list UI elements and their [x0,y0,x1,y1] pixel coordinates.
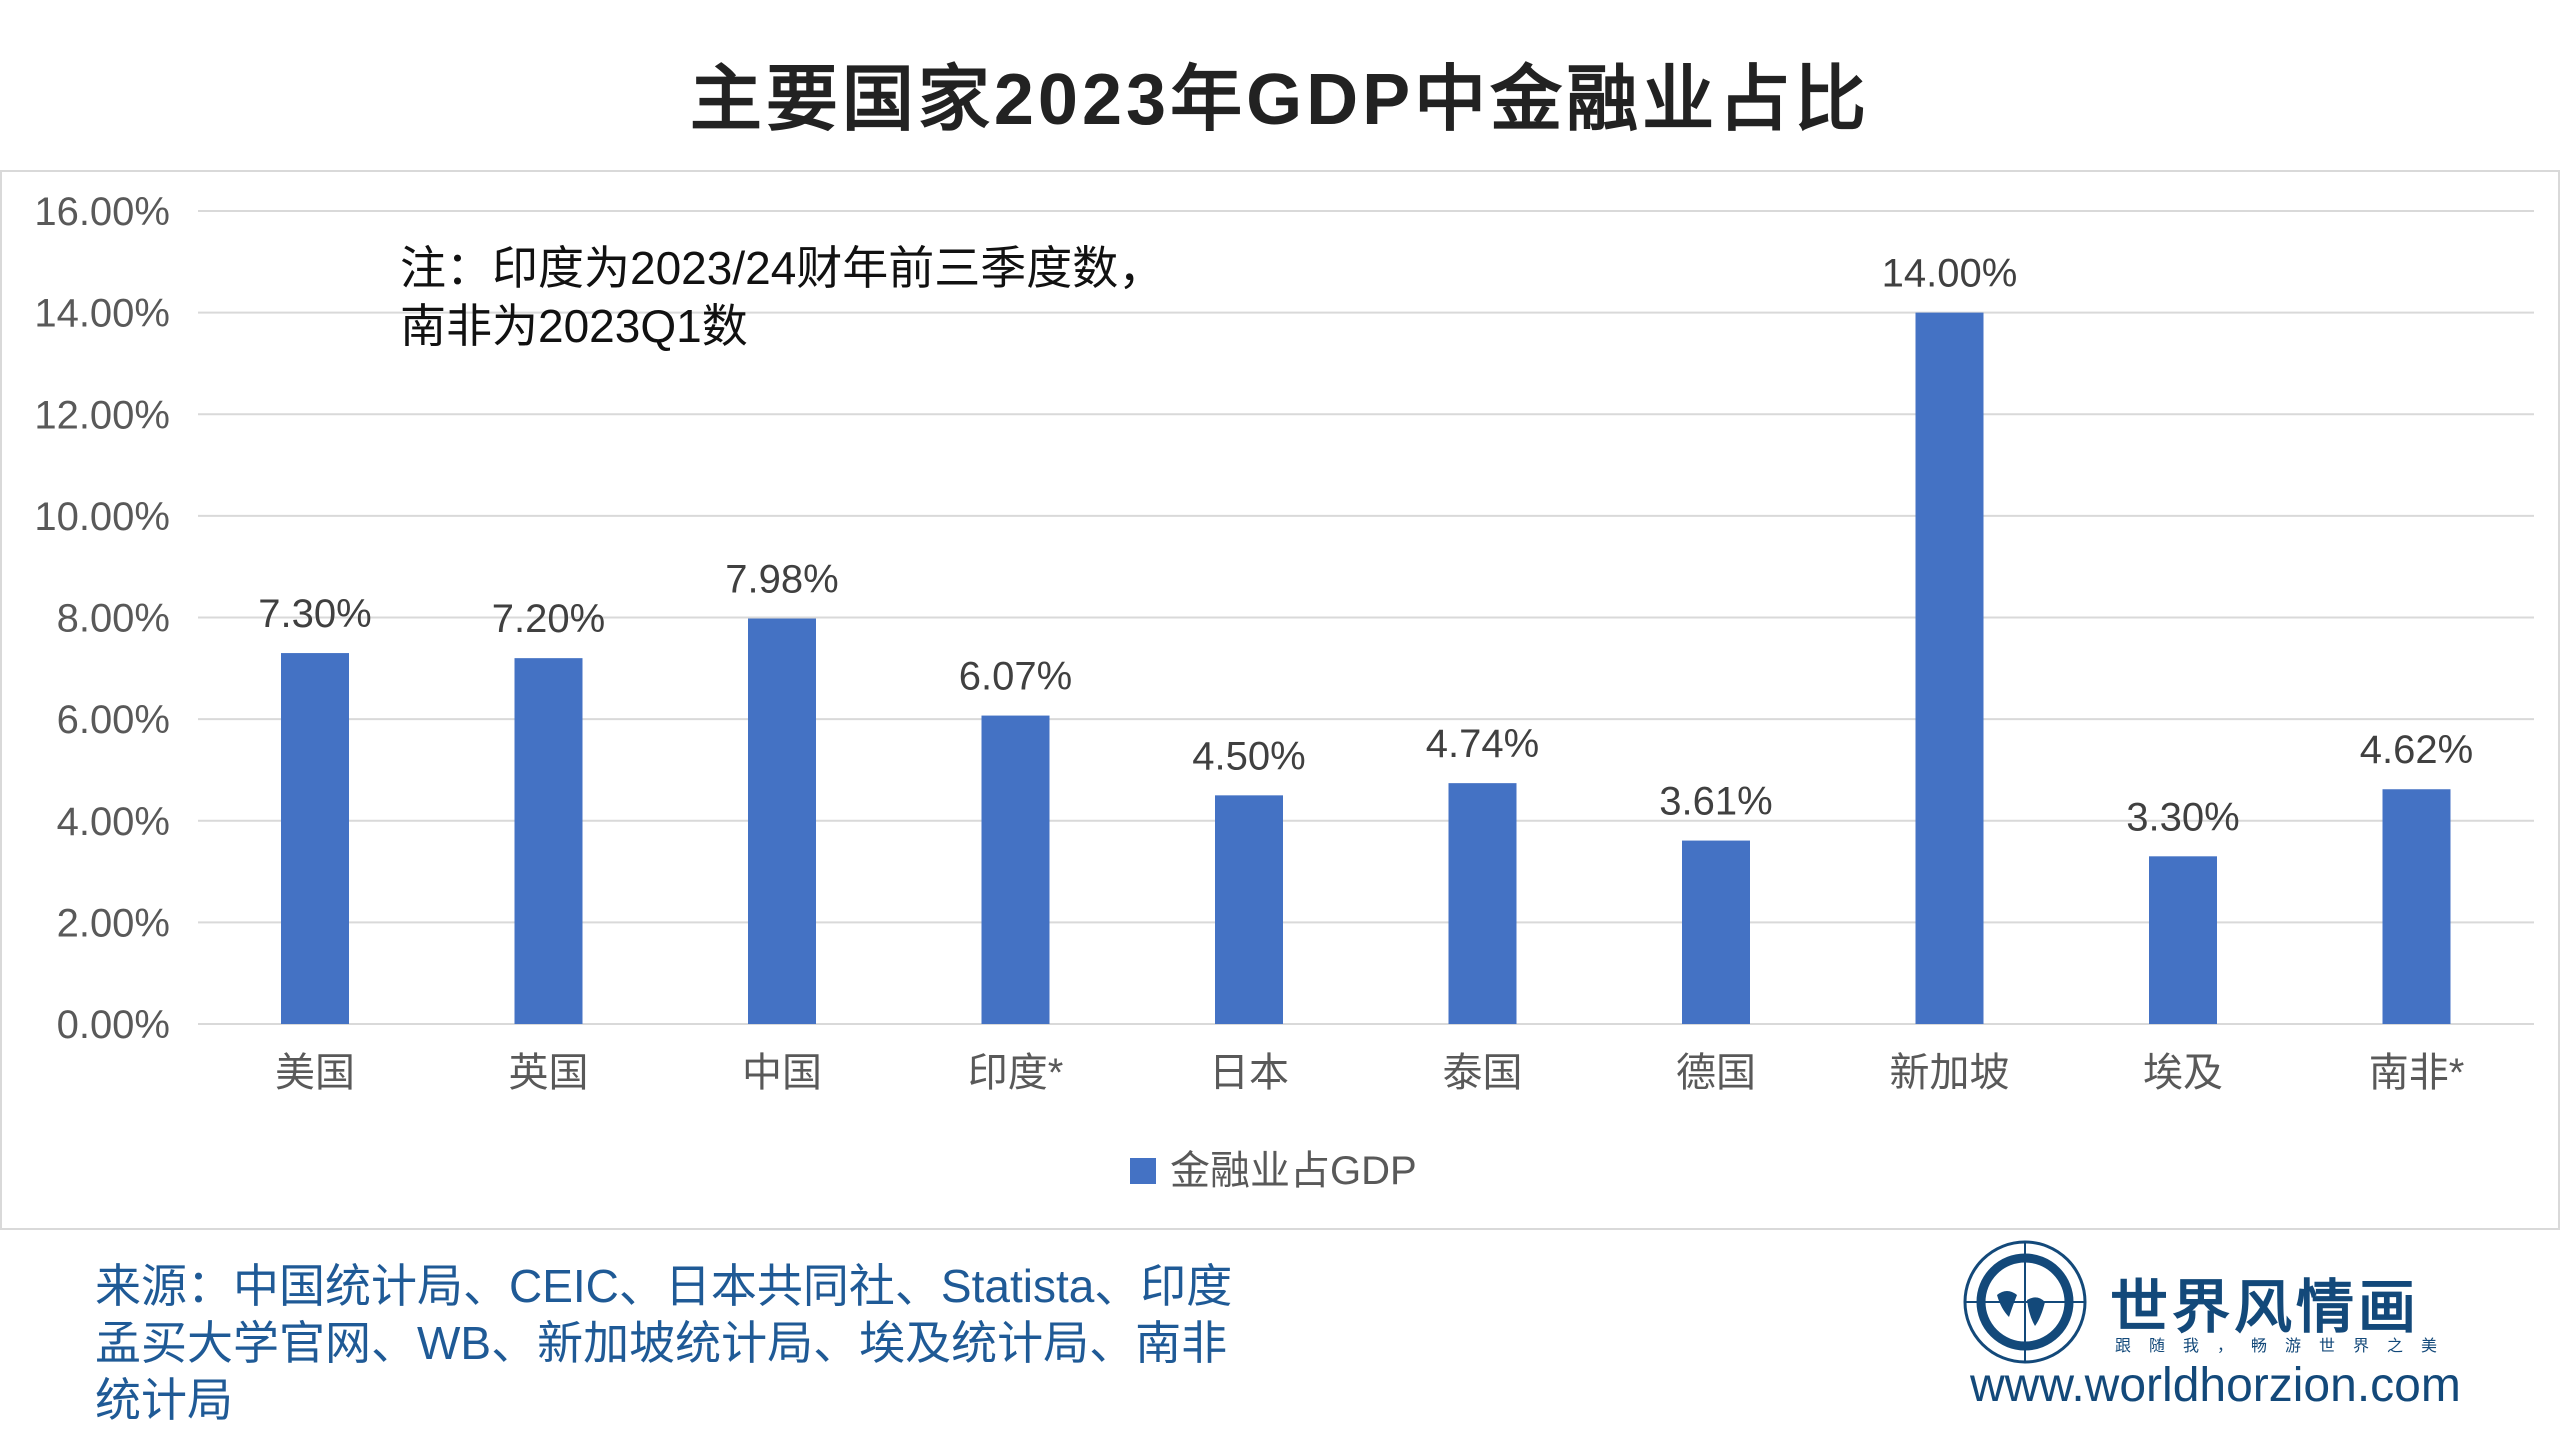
data-label: 7.30% [258,592,371,636]
x-tick-label: 日本 [1209,1051,1289,1095]
x-tick-label: 新加坡 [1890,1051,2010,1095]
data-label: 4.50% [1192,734,1305,778]
logo: 世界风情画 跟随我，畅游世界之美 www.worldhorzion.com [1955,1240,2475,1440]
y-tick-label: 4.00% [57,800,170,844]
y-tick-label: 0.00% [57,1003,170,1047]
bar [1215,795,1283,1024]
y-tick-label: 16.00% [34,190,170,234]
x-tick-label: 南非* [2369,1051,2465,1095]
data-label: 3.30% [2126,795,2239,839]
data-label: 4.62% [2360,728,2473,772]
y-tick-label: 6.00% [57,698,170,742]
logo-slogan: 跟随我，畅游世界之美 [2115,1338,2456,1355]
x-tick-label: 美国 [275,1051,355,1095]
chart-area: 0.00% 2.00% 4.00% 6.00% 8.00% 10.00% 12.00% 14.… [0,170,2560,1230]
x-tick-label: 英国 [509,1051,589,1095]
note-line-2: 南非为2023Q1数 [400,300,748,352]
bar [2382,789,2451,1024]
bar [1448,783,1517,1024]
y-tick-label: 8.00% [57,597,170,641]
y-tick-label: 2.00% [57,901,170,945]
data-label: 7.20% [492,597,605,641]
x-tick-label: 中国 [742,1051,822,1095]
bar-chart: 0.00% 2.00% 4.00% 6.00% 8.00% 10.00% 12.00% 14.… [34,190,2534,1193]
x-tick-label: 埃及 [2143,1051,2223,1095]
bar [1915,312,1984,1024]
bar [514,658,583,1024]
legend-label: 金融业占GDP [1170,1149,1417,1193]
compass-globe-icon [1963,1240,2087,1364]
y-tick-label: 14.00% [34,292,170,336]
source-text: 来源：中国统计局、CEIC、日本共同社、Statista、印度孟买大学官网、WB… [95,1260,1233,1426]
bar [981,715,1050,1024]
x-tick-label: 泰国 [1443,1051,1523,1095]
bar [2149,856,2217,1024]
x-tick-label: 印度* [968,1051,1064,1095]
logo-url: www.worldhorzion.com [1970,1359,2461,1412]
bar [748,618,816,1024]
data-label: 14.00% [1882,252,2018,296]
note-line-1: 注：印度为2023/24财年前三季度数， [400,242,1165,294]
bar [1682,840,1750,1024]
bar [281,653,349,1024]
legend-swatch [1130,1158,1156,1184]
chart-title: 主要国家2023年GDP中金融业占比 [689,60,1871,140]
data-label: 4.74% [1426,722,1539,766]
data-label: 7.98% [725,558,838,602]
logo-name: 世界风情画 [2110,1275,2421,1340]
y-tick-label: 12.00% [34,393,170,437]
data-label: 6.07% [959,655,1072,699]
data-label: 3.61% [1659,780,1772,824]
x-tick-label: 德国 [1676,1051,1756,1095]
y-tick-label: 10.00% [34,495,170,539]
